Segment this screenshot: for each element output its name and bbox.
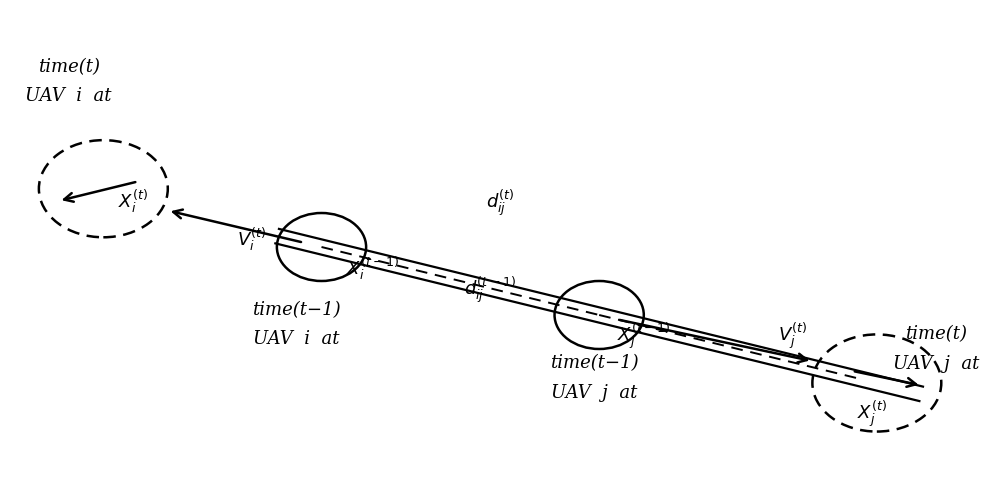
- Text: $d_{ij}^{(t)}$: $d_{ij}^{(t)}$: [486, 187, 514, 218]
- Text: $X_i^{(t-1)}$: $X_i^{(t-1)}$: [346, 254, 400, 282]
- Text: $d_{ij}^{(t-1)}$: $d_{ij}^{(t-1)}$: [464, 274, 516, 305]
- Text: $X_j^{(t-1)}$: $X_j^{(t-1)}$: [617, 320, 671, 351]
- Text: $X_i^{(t)}$: $X_i^{(t)}$: [118, 188, 148, 215]
- Text: UAV  i  at: UAV i at: [253, 330, 340, 348]
- Text: time(t−1): time(t−1): [550, 355, 639, 372]
- Text: UAV  j  at: UAV j at: [551, 384, 637, 402]
- Text: $V_j^{(t)}$: $V_j^{(t)}$: [778, 321, 807, 351]
- Text: UAV  i  at: UAV i at: [25, 87, 112, 105]
- Text: $V_i^{(t)}$: $V_i^{(t)}$: [237, 225, 266, 253]
- Text: time(t): time(t): [38, 58, 100, 76]
- Text: UAV  j  at: UAV j at: [893, 355, 980, 372]
- Text: time(t−1): time(t−1): [252, 301, 341, 319]
- Text: $X_j^{(t)}$: $X_j^{(t)}$: [857, 398, 887, 429]
- Text: time(t): time(t): [905, 326, 967, 343]
